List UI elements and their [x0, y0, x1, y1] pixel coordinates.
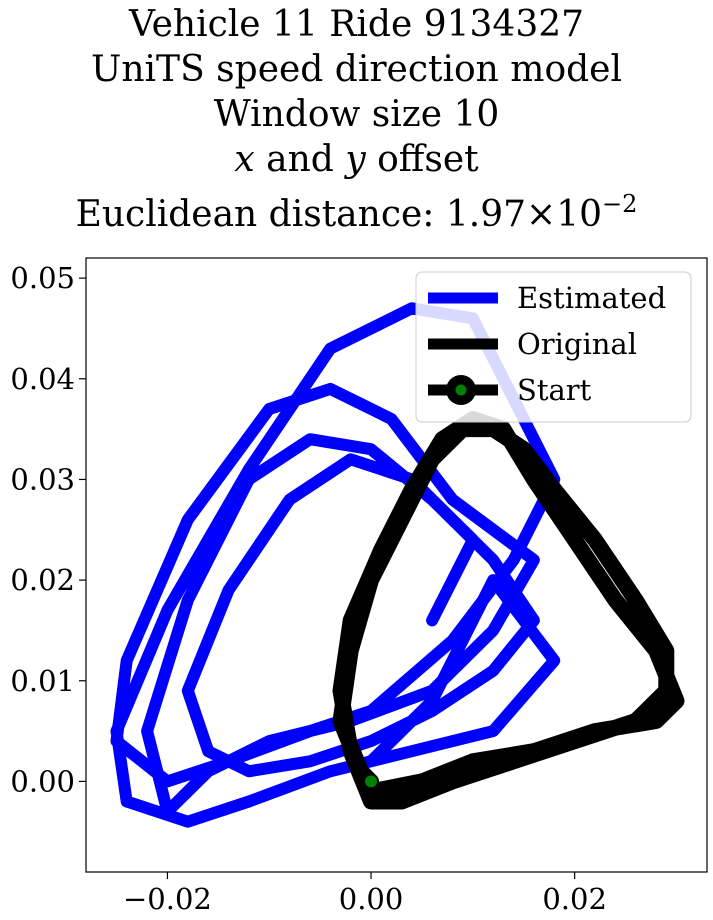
plot-frame — [85, 257, 708, 873]
y-tick-label: 0.00 — [10, 764, 75, 798]
title-offset: offset — [377, 139, 479, 180]
title-exponent: −2 — [602, 190, 638, 218]
title-line-4: x and y offset — [0, 137, 713, 182]
title-line-3: Window size 10 — [213, 94, 500, 135]
y-tick-label: 0.05 — [10, 261, 75, 295]
axis-layer: −0.02 0.00 0.02 0.00 0.01 0.02 0.03 0.04 0.05 — [10, 261, 607, 916]
y-tick-label: 0.01 — [10, 664, 75, 698]
title-times: × — [526, 194, 557, 235]
title-var-y: y — [345, 139, 366, 180]
legend-marker-inner — [455, 384, 467, 396]
title-line-2: UniTS speed direction model — [91, 49, 622, 90]
y-tick-label: 0.03 — [10, 462, 75, 496]
title-var-x: x — [234, 139, 255, 180]
title-line-5: Euclidean distance: 1.97×10−2 — [0, 182, 713, 237]
x-tick-label: 0.00 — [339, 882, 404, 916]
chart-title: Vehicle 11 Ride 9134327 UniTS speed dire… — [0, 2, 713, 237]
title-distance: Euclidean distance: 1.97 — [75, 194, 527, 235]
title-line-1: Vehicle 11 Ride 9134327 — [128, 4, 585, 45]
y-tick-label: 0.04 — [10, 362, 75, 396]
series-original — [332, 411, 685, 810]
legend: Estimated Original Start — [415, 271, 692, 423]
y-tick-label: 0.02 — [10, 563, 75, 597]
x-tick-label: −0.02 — [123, 882, 212, 916]
title-base: 10 — [556, 194, 603, 235]
legend-label-estimated: Estimated — [517, 281, 666, 315]
legend-label-start: Start — [517, 373, 592, 407]
legend-label-original: Original — [517, 327, 637, 361]
start-point-marker — [365, 775, 378, 788]
title-and: and — [266, 139, 334, 180]
x-tick-label: 0.02 — [542, 882, 607, 916]
series-layer — [110, 302, 685, 828]
